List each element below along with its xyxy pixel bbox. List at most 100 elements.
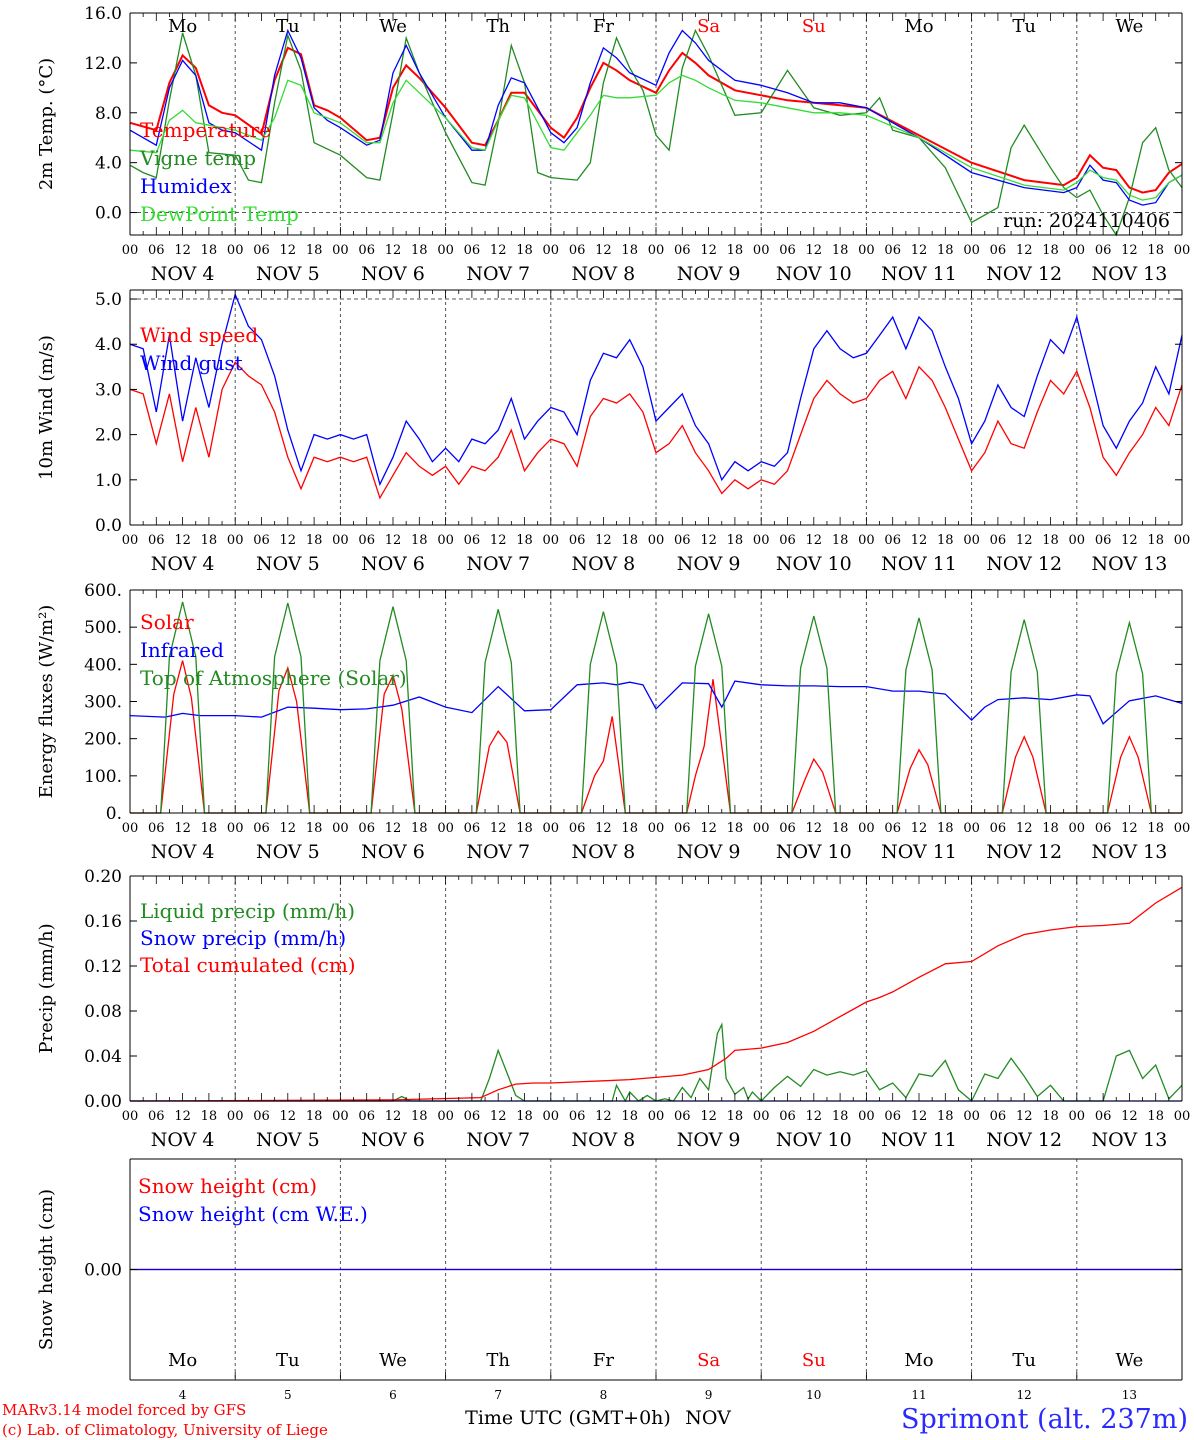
panel-1: 0.0 4.0 8.0 12.0 16.0 2m Temp. (°C) Mo Tu We Th Fr… [36,4,1190,285]
hour-tick-label: 00 [332,533,349,548]
weekday-label: Mo [904,1350,933,1371]
hour-tick-label: 18 [411,1109,428,1124]
hour-tick-label: 00 [332,821,349,836]
date-label: NOV 13 [1091,553,1167,575]
weekday-label: We [1116,1350,1144,1371]
hour-tick-label: 06 [779,243,796,258]
hour-tick-label: 06 [569,821,586,836]
hour-tick-label: 00 [753,1109,770,1124]
hour-tick-label: 06 [1095,243,1112,258]
hour-tick-label: 18 [832,1109,849,1124]
day-number-label: 11 [911,1388,926,1402]
hour-tick-label: 12 [490,821,507,836]
y-tick-label: 0.0 [95,516,122,536]
hour-tick-label: 06 [1095,1109,1112,1124]
credit-lab: (c) Lab. of Climatology, University of L… [2,1421,328,1439]
hour-tick-label: 18 [727,243,744,258]
hour-tick-label: 12 [1121,533,1138,548]
y-tick-label: 16.0 [84,4,122,24]
hour-tick-label: 06 [674,533,691,548]
weekday-label: We [379,1350,407,1371]
hour-tick-label: 00 [1174,821,1191,836]
date-label: NOV 7 [466,263,530,285]
weekday-label: Th [486,1350,510,1371]
date-label: NOV 9 [677,1129,741,1151]
y-tick-label: 200. [84,730,122,750]
y-tick-label: 12.0 [84,54,122,74]
day-number-label: 5 [284,1388,292,1402]
hour-tick-label: 00 [1069,533,1086,548]
hour-tick-label: 12 [490,533,507,548]
hour-tick-label: 18 [306,821,323,836]
hour-tick-label: 00 [227,821,244,836]
hour-tick-label: 12 [911,821,928,836]
hour-tick-label: 00 [122,821,139,836]
hour-tick-label: 18 [306,533,323,548]
hour-tick-label: 18 [832,821,849,836]
y-tick-label: 0.12 [84,957,122,977]
location-title: Sprimont (alt. 237m) [901,1404,1188,1435]
legend-wind-gust: Wind gust [140,351,243,375]
date-label: NOV 4 [151,553,215,575]
hour-tick-label: 00 [648,821,665,836]
hour-tick-label: 18 [621,1109,638,1124]
hour-tick-label: 12 [1121,243,1138,258]
hour-tick-label: 06 [990,1109,1007,1124]
y-tick-label: 0. [106,804,122,824]
date-label: NOV 8 [572,553,636,575]
y-tick-label: 0.08 [84,1002,122,1022]
hour-tick-label: 18 [516,1109,533,1124]
date-label: NOV 4 [151,841,215,863]
hour-tick-label: 12 [280,243,297,258]
hour-tick-label: 00 [858,821,875,836]
weekday-label: Fr [593,1350,614,1371]
legend-total-cumulated-cm-: Total cumulated (cm) [140,953,356,977]
date-label: NOV 10 [776,841,852,863]
series-line-liquid-precip-mm-h- [130,1022,1183,1103]
date-label: NOV 9 [677,841,741,863]
legend-infrared: Infrared [140,638,224,662]
hour-tick-label: 18 [937,1109,954,1124]
date-label: NOV 11 [881,263,957,285]
hour-tick-label: 12 [1016,1109,1033,1124]
hour-tick-label: 18 [1147,821,1164,836]
hour-tick-label: 00 [437,821,454,836]
series-line-dewpoint-temp [129,74,1183,201]
hour-tick-label: 06 [779,821,796,836]
hour-tick-label: 12 [595,821,612,836]
hour-tick-label: 12 [385,821,402,836]
legend-liquid-precip-mm-h-: Liquid precip (mm/h) [140,899,355,923]
weekday-label: Tu [1012,1350,1036,1371]
hour-tick-label: 06 [358,533,375,548]
day-number-label: 8 [600,1388,608,1402]
hour-tick-label: 06 [464,243,481,258]
hour-tick-label: 18 [832,533,849,548]
hour-tick-label: 00 [122,533,139,548]
y-tick-label: 4.0 [95,335,122,355]
date-label: NOV 6 [361,263,425,285]
day-number-label: 7 [494,1388,502,1402]
series-line-wind-gust [129,292,1183,487]
hour-tick-label: 00 [1174,243,1191,258]
date-label: NOV 5 [256,1129,320,1151]
hour-tick-label: 00 [122,1109,139,1124]
day-number-label: 9 [705,1388,713,1402]
hour-tick-label: 12 [280,1109,297,1124]
y-tick-label: 300. [84,693,122,713]
date-label: NOV 10 [776,263,852,285]
legend-dewpoint-temp: DewPoint Temp [140,202,299,226]
date-label: NOV 12 [986,841,1062,863]
hour-tick-label: 06 [148,243,165,258]
hour-tick-label: 06 [569,1109,586,1124]
panel-2: 0.0 1.0 2.0 3.0 4.0 5.0 10m Wind (m/s) 00 06 12 18… [36,289,1190,575]
hour-tick-label: 00 [437,533,454,548]
hour-tick-label: 00 [753,243,770,258]
hour-tick-label: 18 [727,821,744,836]
date-label: NOV 10 [776,1129,852,1151]
day-number-label: 10 [806,1388,821,1402]
legend-temperature: Temperature [140,118,271,142]
hour-tick-label: 18 [411,243,428,258]
y-tick-label: 0.16 [84,912,122,932]
series-line-vigne-temp [129,28,1183,237]
